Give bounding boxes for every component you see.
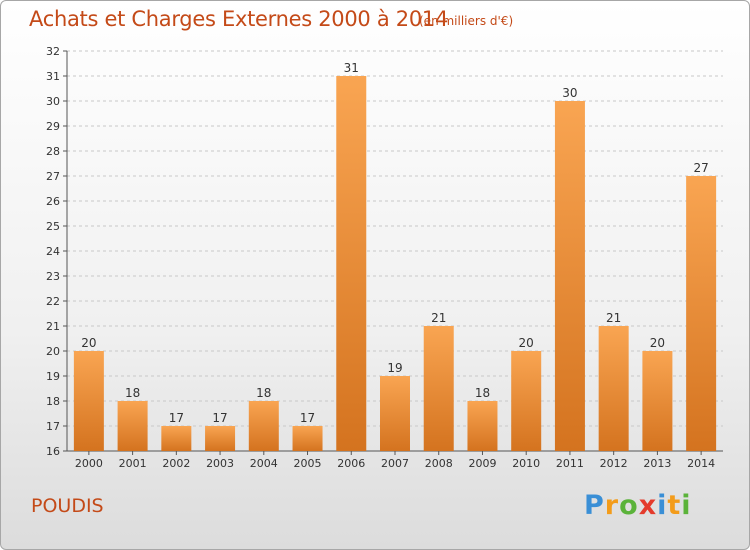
data-label-2005: 17 [300, 411, 315, 425]
data-label-2000: 20 [81, 336, 96, 350]
data-label-2014: 27 [693, 161, 708, 175]
labels: 16 17 18 19 20 21 22 23 24 25 26 27 28 29 30 31 32 20 2000… [46, 45, 715, 470]
data-label-2010: 20 [519, 336, 534, 350]
data-label-2011: 30 [562, 86, 577, 100]
y-tick-label: 30 [46, 95, 60, 108]
y-tick-label: 19 [46, 370, 60, 383]
x-tick-label-2004: 2004 [250, 457, 278, 470]
x-tick-label-2014: 2014 [687, 457, 715, 470]
y-tick-label: 27 [46, 170, 60, 183]
data-label-2008: 21 [431, 311, 446, 325]
y-tick-label: 32 [46, 45, 60, 58]
y-tick-label: 28 [46, 145, 60, 158]
place-name: POUDIS [31, 495, 104, 517]
y-tick-label: 17 [46, 420, 60, 433]
bar-2012[interactable] [598, 326, 629, 451]
x-tick-label-2012: 2012 [600, 457, 628, 470]
data-label-2006: 31 [344, 61, 359, 75]
bar-2010[interactable] [511, 351, 542, 451]
bar-2002[interactable] [161, 426, 192, 451]
x-tick-label-2008: 2008 [425, 457, 453, 470]
bar-2001[interactable] [117, 401, 148, 451]
y-tick-label: 24 [46, 245, 60, 258]
y-tick-label: 16 [46, 445, 60, 458]
y-tick-label: 21 [46, 320, 60, 333]
data-label-2007: 19 [387, 361, 402, 375]
x-tick-label-2005: 2005 [294, 457, 322, 470]
bar-2006[interactable] [336, 76, 367, 451]
y-tick-label: 31 [46, 70, 60, 83]
x-tick-label-2000: 2000 [75, 457, 103, 470]
bar-2004[interactable] [248, 401, 279, 451]
proxiti-logo[interactable]: Proxiti [584, 490, 692, 521]
y-tick-label: 23 [46, 270, 60, 283]
bar-2005[interactable] [292, 426, 323, 451]
bar-2014[interactable] [686, 176, 717, 451]
y-tick-label: 18 [46, 395, 60, 408]
data-label-2003: 17 [212, 411, 227, 425]
bar-2000[interactable] [73, 351, 104, 451]
x-tick-label-2006: 2006 [337, 457, 365, 470]
y-tick-label: 25 [46, 220, 60, 233]
chart-title: Achats et Charges Externes 2000 à 2014 [29, 7, 449, 31]
x-tick-label-2009: 2009 [468, 457, 496, 470]
y-tick-label: 22 [46, 295, 60, 308]
data-label-2001: 18 [125, 386, 140, 400]
bar-2008[interactable] [423, 326, 454, 451]
x-tick-label-2007: 2007 [381, 457, 409, 470]
x-tick-label-2011: 2011 [556, 457, 584, 470]
x-tick-label-2013: 2013 [643, 457, 671, 470]
x-tick-label-2001: 2001 [119, 457, 147, 470]
data-label-2004: 18 [256, 386, 271, 400]
bar-2011[interactable] [554, 101, 585, 451]
y-tick-label: 26 [46, 195, 60, 208]
bar-2009[interactable] [467, 401, 498, 451]
y-tick-label: 29 [46, 120, 60, 133]
data-label-2009: 18 [475, 386, 490, 400]
x-tick-label-2010: 2010 [512, 457, 540, 470]
bar-2013[interactable] [642, 351, 673, 451]
chart-unit: (en milliers d'€) [419, 14, 514, 28]
data-label-2012: 21 [606, 311, 621, 325]
y-tick-label: 20 [46, 345, 60, 358]
data-label-2002: 17 [169, 411, 184, 425]
bar-2003[interactable] [205, 426, 236, 451]
data-label-2013: 20 [650, 336, 665, 350]
x-tick-label-2003: 2003 [206, 457, 234, 470]
x-tick-label-2002: 2002 [162, 457, 190, 470]
bars [73, 76, 717, 451]
bar-2007[interactable] [380, 376, 410, 451]
